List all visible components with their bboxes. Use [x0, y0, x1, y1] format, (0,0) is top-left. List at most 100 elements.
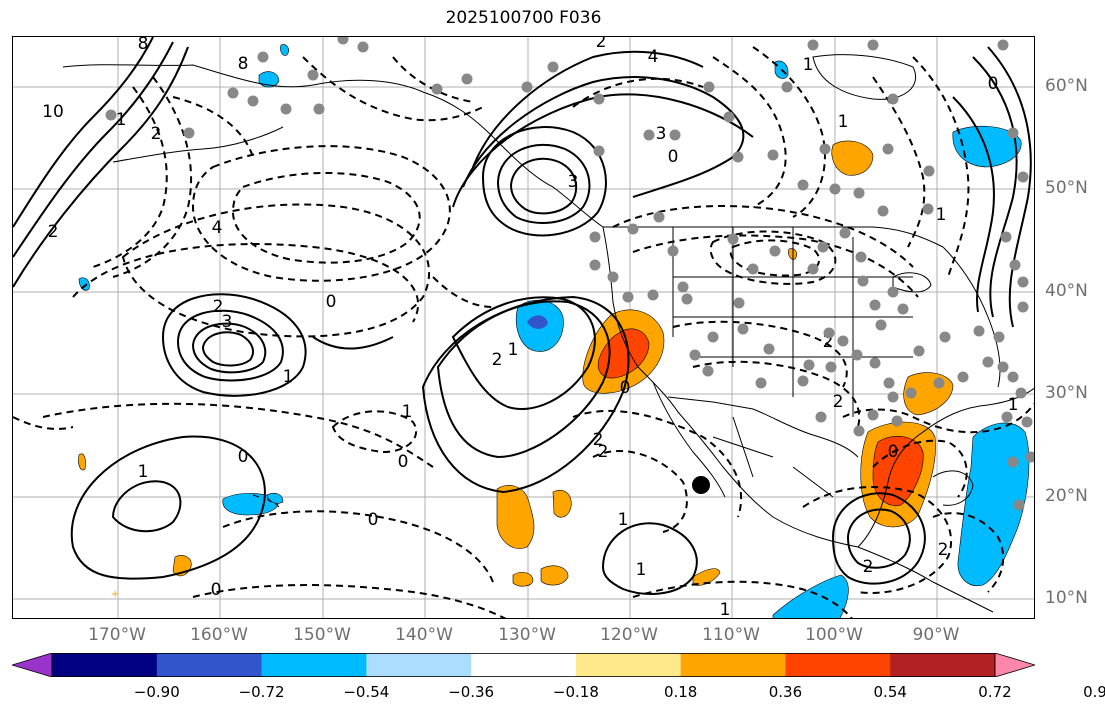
contour-label: 2 [598, 442, 609, 462]
colorbar-tick-label: −0.54 [343, 683, 390, 701]
station-marker [1007, 127, 1019, 139]
longitude-label: 120°W [600, 625, 658, 645]
colorbar-segment [575, 653, 682, 677]
station-marker [767, 149, 779, 161]
contour-label: 3 [222, 312, 233, 332]
contour-solid-atlantic3 [952, 96, 995, 313]
contour-label: 0 [238, 447, 249, 467]
station-marker [257, 51, 269, 63]
station-marker [823, 327, 835, 339]
contour-dashed-nw-3 [172, 96, 254, 158]
contour-dashed-5 [42, 402, 434, 468]
station-marker [882, 143, 894, 155]
central-america [857, 546, 994, 613]
station-marker [867, 39, 879, 51]
contour-label: 4 [648, 47, 659, 67]
contour-lines [13, 37, 1034, 618]
station-marker [733, 297, 745, 309]
contour-dashed-east-10 [572, 77, 704, 108]
station-marker [732, 151, 744, 163]
station-marker [337, 37, 349, 45]
aleutian-chain [112, 126, 284, 163]
longitude-label: 140°W [395, 625, 453, 645]
station-marker [763, 343, 775, 355]
station-marker [589, 259, 601, 271]
contour-dashed-2 [231, 171, 421, 264]
colorbar [12, 653, 1035, 677]
station-marker [922, 203, 934, 215]
contour-label: 1 [936, 205, 947, 225]
contour-label: 1 [1008, 395, 1019, 415]
station-marker [1021, 416, 1033, 428]
station-marker [923, 165, 935, 177]
station-marker [1000, 231, 1012, 243]
longitude-label: 150°W [293, 625, 351, 645]
contour-label: 1 [803, 55, 814, 75]
station-marker [851, 349, 863, 361]
contour-solid-high-w3 [191, 322, 267, 374]
coastlines-borders [62, 54, 1034, 613]
station-marker [647, 289, 659, 301]
station-marker [307, 69, 319, 81]
station-marker [313, 103, 325, 115]
contour-label: 2 [213, 297, 224, 317]
fill-darkblue-core [527, 315, 548, 329]
station-marker [521, 81, 533, 93]
station-marker [933, 377, 945, 389]
contour-dashed-gulf-2 [872, 439, 968, 498]
station-marker [797, 179, 809, 191]
contour-label: 1 [508, 340, 519, 360]
contour-dashed-east-12 [752, 46, 826, 218]
contour-label: 2 [863, 557, 874, 577]
station-marker [877, 205, 889, 217]
station-marker [593, 145, 605, 157]
contour-dashed-east-14 [912, 56, 970, 278]
station-marker [825, 361, 837, 373]
contour-label: 3 [568, 172, 579, 192]
contour-solid-mexico-low [831, 492, 926, 585]
station-marker [461, 73, 473, 85]
contour-label: 2 [492, 350, 503, 370]
station-marker [589, 231, 601, 243]
contour-solid-low-gulf-alaska [481, 126, 607, 237]
colorbar-segment [261, 653, 367, 677]
station-marker [982, 356, 994, 368]
contour-label: 0 [211, 580, 222, 600]
station-marker [622, 291, 634, 303]
colorbar-tick-label: 0.18 [663, 683, 698, 701]
station-marker [1001, 411, 1013, 423]
station-marker [727, 233, 739, 245]
station-marker [607, 271, 619, 283]
station-marker [627, 223, 639, 235]
contour-solid-mid-1 [312, 336, 394, 350]
station-marker [939, 331, 951, 343]
longitude-label: 100°W [805, 625, 863, 645]
station-marker [677, 281, 689, 293]
station-marker [855, 251, 867, 263]
contour-solid-high-w2 [176, 309, 284, 382]
baja [652, 381, 726, 498]
station-marker [837, 335, 849, 347]
yucatan [932, 470, 974, 506]
contour-dashed-mexico [802, 486, 953, 594]
colorbar-tick-label: −0.36 [448, 683, 495, 701]
contour-label: 1 [138, 462, 149, 482]
station-marker [681, 293, 693, 305]
contour-dashed-east-6 [692, 360, 861, 428]
contour-dashed-8 [192, 584, 507, 618]
contour-solid-west-coast-lines-3 [13, 37, 154, 228]
contour-dashed-east-8 [592, 450, 688, 533]
us-mexico-border [667, 396, 859, 458]
contour-dashed-east-4 [729, 239, 821, 277]
contour-solid-sw-loop [70, 435, 266, 580]
contour-dashed-east-3 [709, 230, 837, 285]
station-marker [803, 359, 815, 371]
station-marker [247, 95, 259, 107]
colorbar-tick-label: 0.90 [1083, 683, 1105, 701]
colorbar-segment [785, 653, 891, 677]
contour-dashed-nw-1 [92, 86, 168, 268]
fill-orange-west-1 [78, 453, 86, 471]
station-marker [867, 409, 879, 421]
station-marker [797, 375, 809, 387]
fill-blue-hawaii-2 [266, 492, 284, 504]
